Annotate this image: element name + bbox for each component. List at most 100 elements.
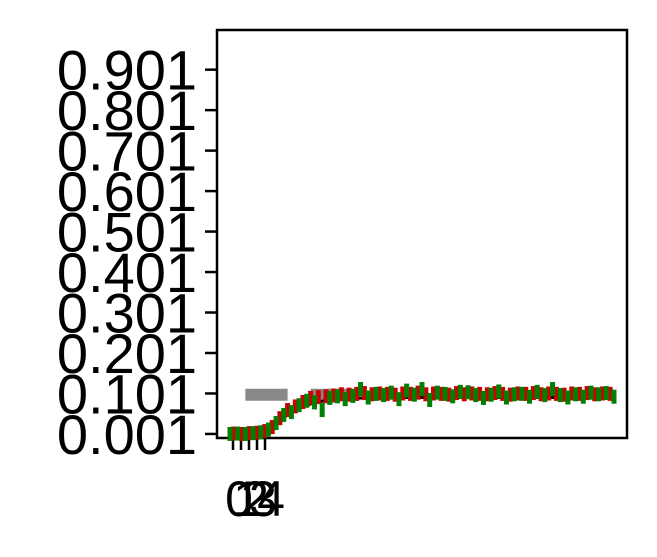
y-tick-label: 0.201 xyxy=(57,322,197,385)
x-tick-label: 0 xyxy=(225,471,253,527)
data-point xyxy=(242,426,248,441)
data-point xyxy=(377,386,383,401)
data-point xyxy=(431,386,437,401)
data-point xyxy=(319,403,325,418)
data-point xyxy=(338,387,344,402)
data-point xyxy=(350,388,356,403)
data-point xyxy=(239,426,245,441)
data-point xyxy=(331,388,337,403)
data-point xyxy=(315,390,321,405)
data-point xyxy=(492,386,498,401)
data-point xyxy=(496,384,502,399)
data-point xyxy=(296,398,302,413)
data-point xyxy=(507,387,513,402)
data-point xyxy=(392,387,398,402)
data-point xyxy=(530,386,536,401)
x-tick-label: 2 xyxy=(241,471,269,527)
data-point xyxy=(292,399,298,414)
data-point xyxy=(511,387,517,402)
data-point xyxy=(427,392,433,407)
data-point xyxy=(523,386,529,401)
y-tick-label: 0.701 xyxy=(57,120,197,183)
data-point xyxy=(400,386,406,401)
data-point xyxy=(262,424,268,439)
data-point xyxy=(388,385,394,400)
data-point xyxy=(265,422,271,437)
data-point xyxy=(553,386,559,401)
data-point xyxy=(323,389,329,404)
y-tick-label: 0.601 xyxy=(57,160,197,223)
data-point xyxy=(477,386,483,401)
data-point xyxy=(415,385,421,400)
data-point xyxy=(469,386,475,401)
data-point xyxy=(235,426,241,441)
data-point xyxy=(550,382,556,397)
data-point xyxy=(607,386,613,401)
data-point xyxy=(258,425,264,440)
data-point xyxy=(592,387,598,402)
data-point xyxy=(285,403,291,418)
data-point xyxy=(423,387,429,402)
data-point xyxy=(542,388,548,403)
data-point xyxy=(384,386,390,401)
y-tick-label: 0.001 xyxy=(57,403,197,466)
data-point xyxy=(358,382,364,397)
data-point xyxy=(519,386,525,401)
x-tick-label: 3 xyxy=(249,471,277,527)
data-point xyxy=(611,389,617,404)
data-point xyxy=(404,383,410,398)
data-point xyxy=(411,387,417,402)
data-point xyxy=(354,386,360,401)
data-point xyxy=(254,425,260,440)
data-point xyxy=(557,388,563,403)
data-point xyxy=(231,426,237,441)
data-point xyxy=(304,393,310,408)
data-point xyxy=(534,384,540,399)
data-point xyxy=(515,386,521,401)
data-point xyxy=(569,386,575,401)
data-point xyxy=(565,390,571,405)
data-point xyxy=(442,386,448,401)
data-point xyxy=(419,382,425,397)
data-point xyxy=(327,390,333,405)
y-tick-label: 0.901 xyxy=(57,39,197,102)
data-point xyxy=(396,392,402,407)
data-point xyxy=(599,386,605,401)
data-point xyxy=(281,407,287,422)
y-tick-label: 0.101 xyxy=(57,362,197,425)
data-point xyxy=(407,386,413,401)
data-point xyxy=(454,386,460,401)
data-point xyxy=(434,385,440,400)
y-tick-label: 0.801 xyxy=(57,79,197,142)
data-point xyxy=(277,411,283,426)
data-point xyxy=(584,386,590,401)
data-point xyxy=(596,387,602,402)
data-points xyxy=(227,382,617,441)
data-point xyxy=(346,387,352,402)
data-point xyxy=(311,395,317,410)
data-point xyxy=(361,386,367,401)
data-point xyxy=(365,390,371,405)
data-point xyxy=(480,390,486,405)
data-point xyxy=(603,386,609,401)
data-point xyxy=(342,392,348,407)
data-point xyxy=(269,420,275,435)
data-point xyxy=(503,390,509,405)
data-point xyxy=(573,387,579,402)
data-point xyxy=(588,385,594,400)
data-point xyxy=(450,389,456,404)
data-point xyxy=(335,389,341,404)
y-axis: 0.0010.1010.2010.3010.4010.5010.6010.701… xyxy=(57,39,217,466)
data-point xyxy=(300,394,306,409)
data-point xyxy=(488,387,494,402)
x-tick-label: 1 xyxy=(233,471,261,527)
data-point xyxy=(465,385,471,400)
data-point xyxy=(308,390,314,405)
data-point xyxy=(373,386,379,401)
data-point xyxy=(461,387,467,402)
data-point xyxy=(246,426,252,441)
data-points-alt xyxy=(231,385,613,441)
data-point xyxy=(446,387,452,402)
data-point xyxy=(457,384,463,399)
